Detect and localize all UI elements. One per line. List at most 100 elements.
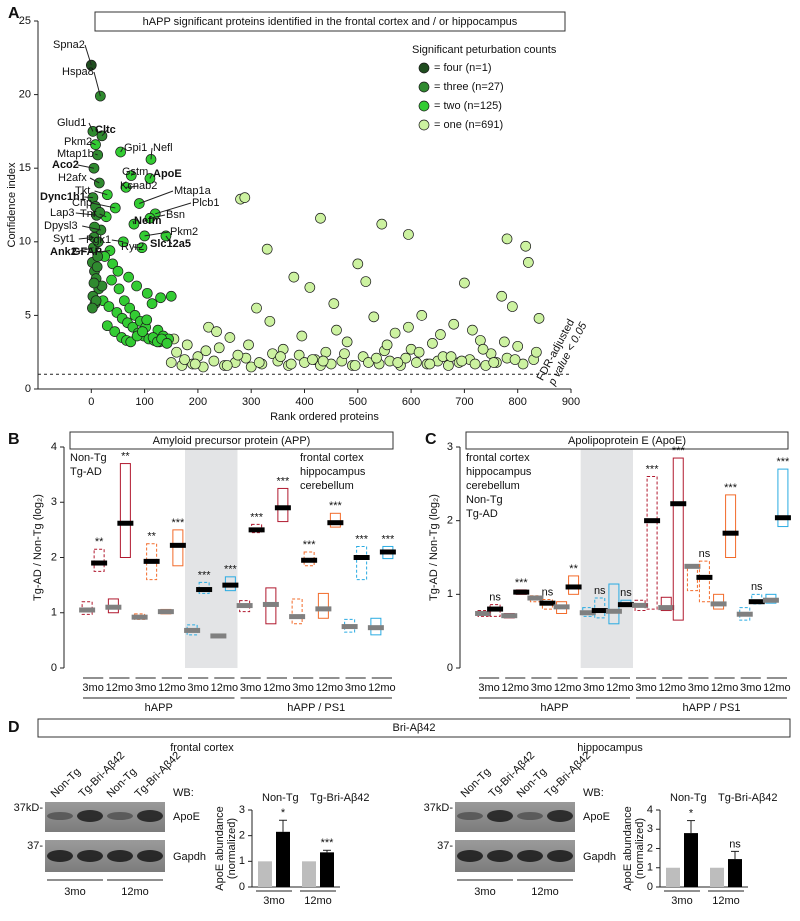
median-bar (605, 608, 622, 614)
marker-label: 37kD- (14, 802, 44, 814)
legend-label: Non-Tg (70, 452, 107, 464)
x-tick-label: 12mo (106, 682, 134, 694)
data-point (91, 261, 103, 273)
data-point (368, 311, 380, 323)
point-label: Pkm2 (170, 226, 198, 238)
data-point (87, 302, 98, 314)
data-point (507, 301, 518, 312)
range-box (186, 624, 198, 636)
significance-label: ** (569, 563, 578, 575)
significance-label: *** (303, 539, 317, 551)
leader-line (149, 173, 153, 179)
x-tick-label: 12mo (368, 682, 396, 694)
leader-line (75, 247, 94, 253)
bar (320, 852, 334, 887)
point-label: Cnp (72, 197, 92, 209)
median-bar (289, 614, 306, 620)
significance-label: ns (620, 587, 632, 599)
lane-label: Non-Tg (49, 766, 83, 800)
significance-label: ns (489, 592, 501, 604)
data-point (469, 358, 481, 370)
leader-line (94, 190, 108, 196)
chart-title: frontal cortex (170, 742, 234, 754)
leader-line (130, 171, 135, 176)
median-bar (553, 604, 570, 610)
leader-line (93, 71, 101, 97)
data-point (424, 358, 436, 370)
x-tick-label: 12mo (711, 682, 739, 694)
significance-label: * (281, 807, 286, 819)
data-point (296, 330, 308, 342)
x-tick-label: 500 (349, 396, 367, 408)
median-bar (131, 614, 148, 620)
panel-letter: C (425, 431, 437, 448)
leader-line (165, 235, 173, 245)
x-axis-label: Rank ordered proteins (270, 411, 379, 423)
wb-label: WB: (583, 787, 604, 799)
significance-label: *** (355, 533, 369, 545)
x-tick-label: 12mo (712, 895, 740, 907)
data-point (224, 332, 236, 343)
significance-label: ns (542, 586, 554, 598)
data-point (285, 358, 297, 370)
protein-label: Gapdh (173, 851, 206, 863)
lane-label: Non-Tg (459, 766, 493, 800)
data-point (416, 310, 428, 321)
significance-label: *** (776, 456, 790, 468)
bar (666, 867, 680, 887)
median-bar (379, 549, 396, 555)
y-tick-label: 25 (19, 15, 31, 27)
median-bar (736, 611, 753, 617)
x-tick-label: 12mo (501, 682, 529, 694)
median-bar (748, 599, 765, 605)
legend-label: = three (n=27) (434, 81, 504, 93)
title-box (69, 431, 394, 450)
data-point (88, 277, 100, 289)
y-tick-label: 0 (25, 383, 31, 395)
data-point (239, 192, 251, 203)
data-point (328, 298, 340, 309)
range-box (751, 593, 763, 605)
data-point (288, 271, 300, 283)
y-tick-label: 2 (447, 515, 453, 527)
age-label: 12mo (121, 886, 149, 898)
point-label: Mtap1b (57, 148, 94, 160)
median-bar (301, 557, 318, 563)
data-point (92, 236, 104, 248)
data-point (499, 336, 510, 348)
data-point (106, 274, 117, 286)
leader-line (82, 225, 101, 231)
median-bar (501, 613, 518, 619)
y-tick-label: 3 (647, 823, 653, 835)
y-tick-label: 0 (447, 662, 453, 674)
x-tick-label: 12mo (263, 682, 291, 694)
blot-band (547, 850, 573, 862)
panel-letter: A (8, 5, 20, 22)
data-point (435, 329, 446, 340)
leader-line (84, 44, 92, 66)
marker-label: 37- (27, 840, 43, 852)
legend-label: Tg-AD (466, 508, 498, 520)
leader-line (89, 141, 96, 146)
data-point (251, 302, 262, 314)
y-axis-label: ApoE abundance (622, 806, 634, 890)
blot-band (547, 810, 573, 822)
median-bar (222, 582, 239, 588)
blot-band (517, 812, 543, 820)
legend-label: Non-Tg (670, 792, 707, 804)
data-point (413, 346, 425, 358)
significance-label: ns (594, 585, 606, 597)
bar (302, 861, 316, 887)
legend-marker (418, 62, 430, 74)
age-label: 12mo (531, 886, 559, 898)
y-tick-label: 2 (647, 842, 653, 854)
leader-line (78, 236, 95, 240)
data-point (352, 258, 364, 270)
data-point (141, 287, 153, 299)
leader-line (88, 122, 94, 132)
data-point (523, 257, 534, 268)
data-point (403, 321, 414, 333)
median-bar (565, 584, 582, 590)
data-point (467, 324, 478, 336)
data-point (232, 349, 244, 361)
